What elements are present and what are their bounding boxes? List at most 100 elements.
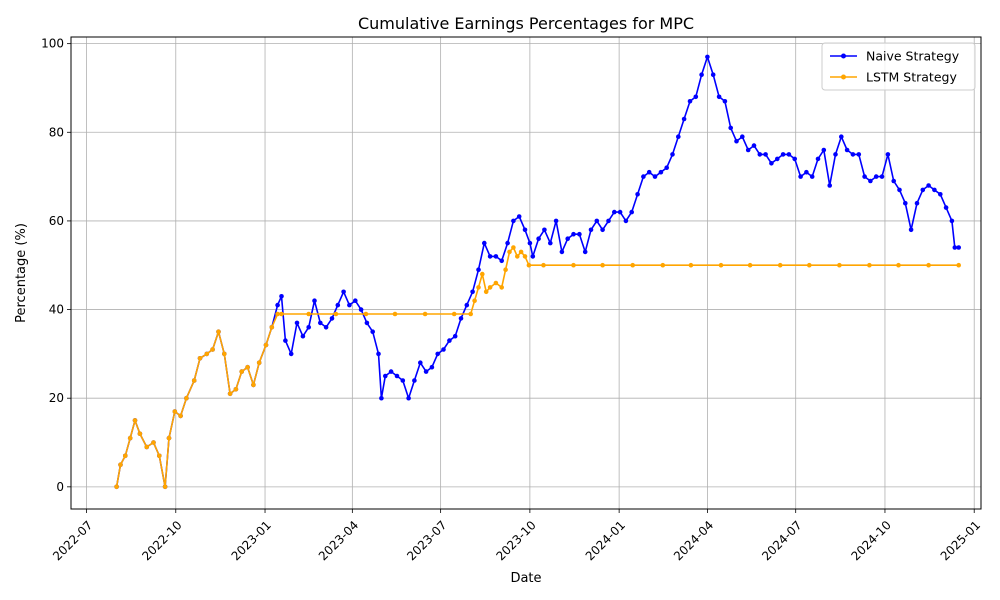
data-point [435,351,441,357]
data-point [530,254,536,259]
data-point [233,387,239,392]
data-point [127,435,133,441]
y-axis-label: Percentage (%) [14,223,29,323]
data-point [318,320,323,326]
data-point [542,227,547,233]
data-point [383,373,388,379]
data-point [926,183,931,188]
data-point [144,444,149,450]
data-point [660,262,666,268]
data-point [932,187,937,193]
data-point [347,302,352,308]
data-point [652,174,658,179]
data-point [306,325,312,330]
data-point [333,311,339,317]
data-point [256,360,262,366]
data-point [522,227,528,233]
data-point [166,435,172,441]
data-point [418,360,423,366]
data-point [358,307,364,312]
y-tick-label: 40 [49,303,64,317]
data-point [493,254,499,259]
data-point [734,138,739,144]
series-lstm [114,245,961,490]
data-point [458,316,464,321]
data-point [641,174,646,179]
data-point [279,294,284,299]
chart-title: Cumulative Earnings Percentages for MPC [358,14,694,33]
data-point [522,254,528,259]
data-point [757,152,763,157]
data-point [464,302,470,308]
data-point [862,174,867,179]
data-point [630,262,635,268]
data-point [370,329,376,335]
data-point [844,147,850,153]
data-point [775,156,780,162]
data-point [184,395,189,401]
data-point [623,218,629,224]
data-point [157,453,162,459]
data-point [151,440,156,445]
data-point [658,169,664,175]
data-point [740,134,745,139]
data-point [511,218,516,224]
legend-label-lstm: LSTM Strategy [866,70,957,85]
data-point [914,200,920,206]
data-point [839,134,844,139]
data-point [132,418,138,423]
series-layer [114,54,961,490]
data-point [582,249,588,255]
data-point [688,262,694,268]
data-point [394,373,400,379]
series-line [115,246,959,488]
data-point [376,351,381,357]
data-point [499,258,505,264]
data-point [511,245,516,250]
y-tick-label: 100 [41,37,64,51]
data-point [827,183,832,188]
data-point [283,338,288,343]
data-point [664,165,669,170]
data-point [837,262,842,268]
legend: Naive Strategy LSTM Strategy [821,42,976,91]
data-point [635,192,640,197]
data-point [833,152,838,157]
data-point [518,249,524,255]
data-point [687,99,693,104]
data-point [747,262,753,268]
data-point [943,205,949,210]
data-point [956,262,961,268]
data-point [908,227,914,233]
data-point [275,311,280,317]
data-point [526,262,532,268]
data-point [329,316,335,321]
data-point [681,116,687,122]
data-point [363,311,369,317]
data-point [600,227,605,233]
data-point [476,267,481,273]
data-point [629,209,634,215]
data-point [548,240,553,246]
data-point [516,214,522,219]
data-point [527,240,533,246]
data-point [487,285,493,290]
data-point [553,218,559,224]
data-point [807,262,812,268]
data-point [716,94,722,100]
data-point [606,218,611,224]
data-point [406,395,411,401]
data-point [867,262,872,268]
data-point [676,134,681,139]
legend-label-naive: Naive Strategy [866,49,960,64]
data-point [718,262,724,268]
data-point [335,302,341,308]
data-point [429,364,435,370]
data-point [422,311,428,317]
data-point [400,378,406,383]
legend-marker-lstm [841,74,846,80]
data-point [956,245,961,250]
data-point [204,351,210,357]
data-point [571,262,576,268]
